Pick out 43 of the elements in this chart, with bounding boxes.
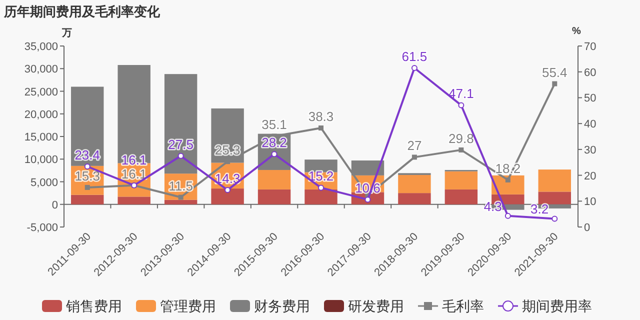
data-label: 15.2	[308, 168, 334, 184]
data-label: 16.1	[121, 166, 147, 182]
y-tick-label: 15,000	[24, 132, 58, 144]
y-tick-label: 25,000	[24, 86, 58, 98]
data-label: 25.3	[214, 142, 240, 158]
y2-tick-label: 20	[584, 170, 596, 182]
y-tick-label: 35,000	[24, 41, 58, 53]
data-label: 61.5	[402, 48, 428, 64]
y2-tick-label: 50	[584, 92, 596, 105]
y2-tick-label: 40	[584, 118, 596, 131]
legend-label: 财务费用	[254, 298, 310, 314]
y-tick-label: 20,000	[24, 108, 58, 121]
data-label: 27	[407, 138, 422, 154]
data-label: 4.3	[484, 198, 502, 214]
y-axis-title: 万	[61, 28, 72, 39]
y2-tick-label: 10	[584, 196, 596, 208]
y2-tick-label: 60	[584, 66, 596, 79]
data-label: 55.4	[542, 64, 568, 80]
y2-tick-label: 30	[584, 144, 596, 156]
legend-label: 销售费用	[65, 298, 122, 314]
data-label: 47.1	[448, 86, 474, 102]
data-label: 11.5	[168, 178, 193, 194]
y-tick-label: 10,000	[24, 154, 58, 166]
data-label: 3.2	[530, 202, 549, 217]
y-tick-label: 5,000	[30, 176, 58, 189]
data-label: 35.1	[262, 117, 287, 132]
y-tick-label: 0	[52, 199, 58, 212]
y2-tick-label: 0	[584, 222, 590, 234]
data-label: 29.8	[448, 130, 474, 146]
data-label: 28.2	[262, 135, 287, 150]
legend-label: 管理费用	[160, 298, 216, 314]
data-label: 27.5	[168, 136, 194, 152]
data-label: 15.3	[74, 168, 100, 184]
y-tick-label: 30,000	[24, 64, 58, 76]
data-label: 23.4	[74, 147, 100, 162]
legend-label: 期间费用率	[522, 298, 592, 314]
legend-label: 毛利率	[442, 298, 484, 314]
chart-title: 历年期间费用及毛利率变化	[3, 4, 161, 19]
legend-label: 研发费用	[348, 298, 404, 314]
data-label: 38.3	[308, 108, 334, 124]
y-tick-label: -5,000	[26, 222, 58, 234]
y2-tick-label: 70	[584, 41, 596, 53]
y2-axis-title: %	[572, 26, 581, 37]
